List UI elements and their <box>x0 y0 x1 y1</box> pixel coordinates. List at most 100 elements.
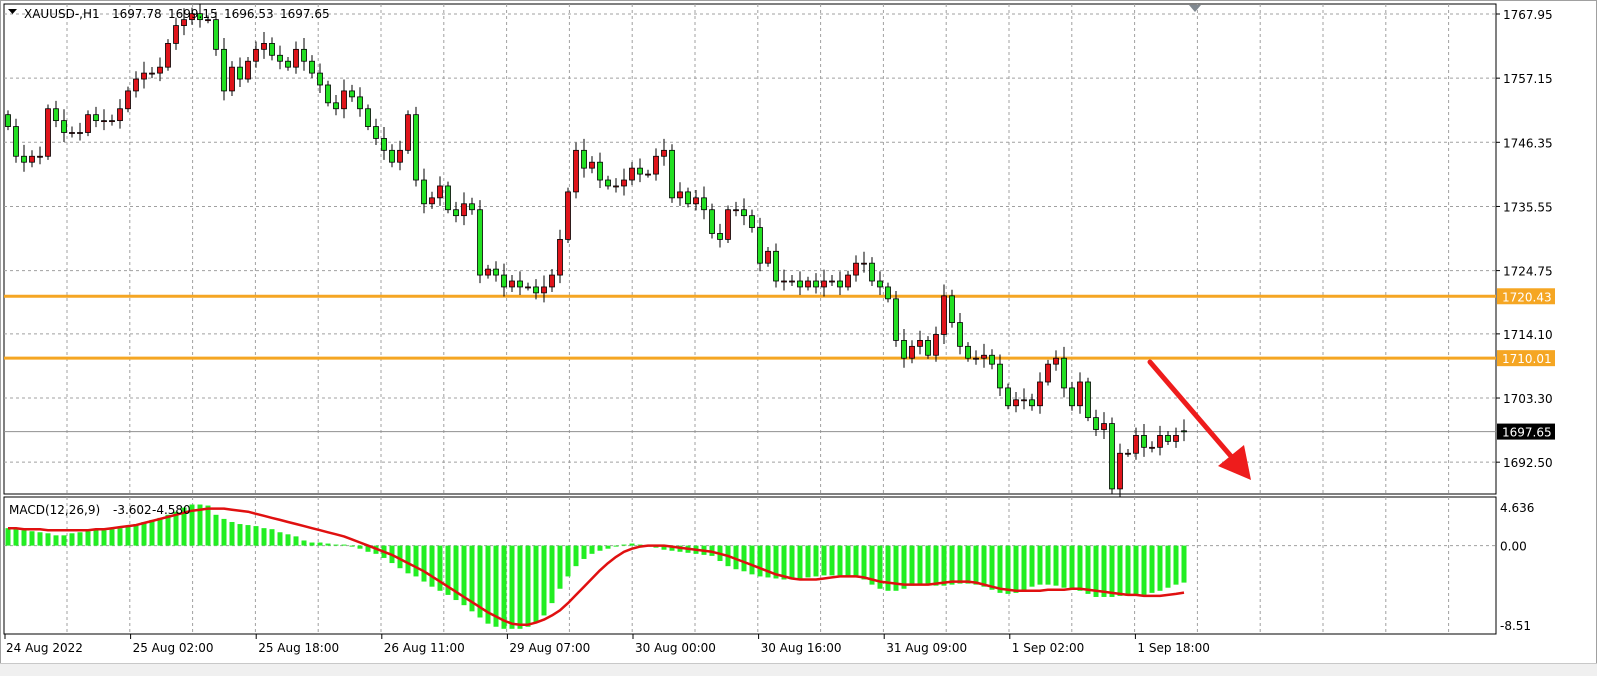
candle-body-bull <box>845 274 851 288</box>
candle <box>741 198 747 226</box>
candle-body-bull <box>573 149 579 193</box>
candle-body-bear <box>701 197 707 211</box>
candle <box>597 152 603 189</box>
arrow-shaft <box>1147 359 1239 465</box>
candle <box>869 257 875 287</box>
candle-body-bear <box>93 114 99 122</box>
candle <box>133 71 139 98</box>
axes: 24 Aug 2022 25 Aug 02:00 25 Aug 18:00 26 Au… <box>4 8 1553 655</box>
macd-histogram-bar <box>621 544 627 546</box>
macd-histogram-bar <box>445 545 451 595</box>
candle-body-bull <box>861 262 867 265</box>
macd-histogram-bar <box>1061 545 1067 588</box>
candle <box>1077 372 1083 414</box>
candle-body-bear <box>1029 399 1035 407</box>
macd-histogram-bar <box>821 545 827 576</box>
candle-body-bear <box>357 96 363 110</box>
candle <box>1053 350 1059 371</box>
grid <box>3 3 1497 635</box>
macd-histogram-bar <box>965 545 971 584</box>
macd-histogram-bar <box>1005 545 1011 594</box>
macd-histogram-bar <box>837 545 843 576</box>
candle-body-bull <box>733 209 739 212</box>
status-strip <box>0 663 1597 676</box>
candle-body-bull <box>909 345 915 359</box>
candle-body-bear <box>365 108 371 127</box>
macd-histogram-bar <box>53 535 59 546</box>
macd-histogram-bar <box>749 545 755 575</box>
candle-body-bull <box>645 173 651 176</box>
candle-body-bull <box>437 185 443 199</box>
candle-body-bull <box>1021 399 1027 402</box>
x-tick-label: 1 Sep 18:00 <box>1137 641 1209 655</box>
candle <box>589 156 595 174</box>
macd-histogram-bar <box>269 529 275 546</box>
level-price-tag <box>1497 350 1555 367</box>
candle <box>1029 393 1035 411</box>
candle <box>669 144 675 203</box>
candle-body-bear <box>597 161 603 181</box>
macd-histogram-bar <box>205 505 211 546</box>
candle-body-bear <box>493 268 499 276</box>
candle <box>621 168 627 196</box>
candle <box>269 37 275 61</box>
candle <box>325 80 331 107</box>
candle-body-bull <box>189 13 195 21</box>
level-price-label: 1710.01 <box>1502 352 1552 366</box>
macd-histogram-bar <box>509 545 515 629</box>
candle <box>901 328 907 368</box>
candle-body-bear <box>1093 417 1099 430</box>
macd-histogram-bar <box>189 504 195 546</box>
chart-shift-marker-icon[interactable] <box>1189 5 1201 12</box>
macd-histogram-bar <box>877 545 883 589</box>
candle-body-bear <box>453 209 459 217</box>
candle <box>125 86 131 113</box>
candle <box>981 343 987 368</box>
macd-histogram-bar <box>1133 545 1139 596</box>
level-price-label: 1720.43 <box>1502 290 1552 304</box>
candle-body-bull <box>85 114 91 133</box>
macd-histogram-bar <box>1125 545 1131 596</box>
candle-body-bear <box>309 60 315 74</box>
candle-body-bear <box>885 286 891 300</box>
candle-body-bull <box>789 280 795 283</box>
macd-histogram-bar <box>797 545 803 579</box>
macd-histogram-bar <box>5 528 11 546</box>
candle <box>821 269 827 297</box>
candle <box>437 176 443 206</box>
candle <box>1021 388 1027 410</box>
dropdown-triangle-icon[interactable] <box>8 9 17 14</box>
candle <box>645 169 651 178</box>
current-price-tag <box>1497 423 1555 440</box>
macd-histogram-bar <box>1021 545 1027 590</box>
candle-body-bull <box>661 149 667 157</box>
macd-histogram-bar <box>637 544 643 546</box>
candle-body-bull <box>821 280 827 288</box>
current-price-label: 1697.65 <box>1502 426 1552 440</box>
candle-body-bear <box>13 126 19 157</box>
candle <box>1069 381 1075 411</box>
candle-body-bear <box>877 280 883 288</box>
sell-arrow-annotation[interactable] <box>1147 359 1251 480</box>
y-tick-label: 1767.95 <box>1503 8 1553 22</box>
candle <box>533 279 539 300</box>
macd-histogram-bar <box>405 545 411 574</box>
y-tick-label: 1735.55 <box>1503 200 1553 214</box>
candle <box>549 269 555 292</box>
macd-histogram-bar <box>973 545 979 585</box>
macd-histogram-bar <box>1013 545 1019 593</box>
candle <box>197 4 203 28</box>
candle <box>389 144 395 168</box>
y-tick-label: 1757.15 <box>1503 72 1553 86</box>
candle-body-bear <box>989 354 995 365</box>
candle-body-bull <box>157 66 163 74</box>
candle <box>733 201 739 217</box>
candle <box>845 270 851 291</box>
candle <box>629 162 635 186</box>
y-tick-label: 1724.75 <box>1503 265 1553 279</box>
candle <box>965 342 971 362</box>
candle-body-bear <box>1141 435 1147 448</box>
candle-body-bear <box>389 149 395 163</box>
candle <box>117 99 123 129</box>
